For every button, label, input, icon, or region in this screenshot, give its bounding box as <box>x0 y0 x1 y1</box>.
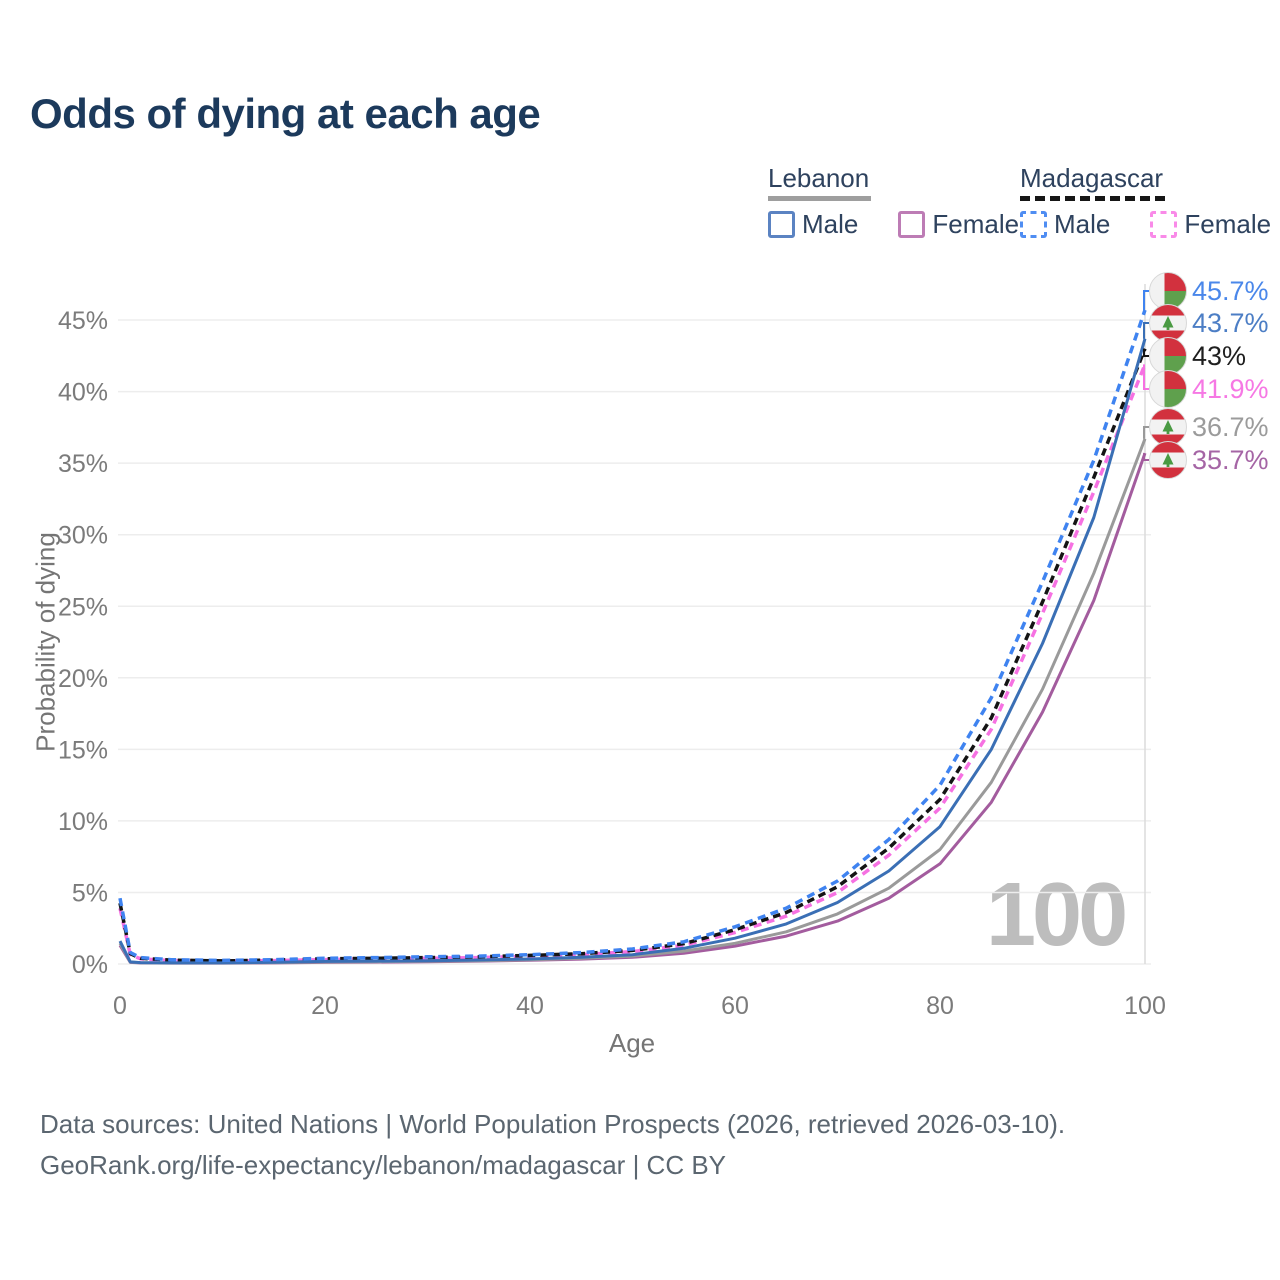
legend-header-madagascar: Madagascar <box>1020 163 1166 201</box>
legend-label-lebanon-female[interactable]: Female <box>932 209 1020 239</box>
end-label-madagascar-all: 43% <box>1192 341 1246 371</box>
footer-sources: Data sources: United Nations | World Pop… <box>40 1109 1066 1139</box>
x-tick-label-40: 40 <box>516 992 544 1020</box>
hover-age-indicator: 100 <box>986 865 1128 965</box>
legend-swatch-lebanon-female[interactable] <box>898 211 926 238</box>
cedar-tree-glyph <box>1162 316 1174 330</box>
label-connector-lebanon-female <box>1143 453 1149 461</box>
x-tick-label-60: 60 <box>721 992 749 1020</box>
x-tick-label-0: 0 <box>113 992 127 1020</box>
series-line-madagascar-female <box>118 363 1147 963</box>
series-line-madagascar-male <box>118 309 1147 963</box>
y-tick-label-5: 5% <box>72 880 108 908</box>
y-tick-label-0: 0% <box>72 951 108 979</box>
flag-icon-lebanon <box>1149 304 1187 342</box>
chart-title: Odds of dying at each age <box>30 90 541 137</box>
flag-icon-lebanon <box>1149 408 1187 446</box>
y-axis-title: Probability of dying <box>30 532 61 752</box>
legend-group-madagascar: Madagascar Male Female <box>1020 163 1271 240</box>
series-line-lebanon-female <box>118 452 1147 965</box>
y-tick-label-35: 35% <box>58 450 108 478</box>
cedar-tree-glyph <box>1162 453 1174 467</box>
x-tick-label-100: 100 <box>1124 992 1166 1020</box>
legend-label-madagascar-male[interactable]: Male <box>1054 209 1111 239</box>
y-tick-label-10: 10% <box>58 808 108 836</box>
legend-swatch-madagascar-male[interactable] <box>1020 211 1047 238</box>
legend-row-lebanon: Male Female <box>768 209 1019 240</box>
x-tick-label-20: 20 <box>311 992 339 1020</box>
legend-group-lebanon: Lebanon Male Female <box>768 163 1019 240</box>
legend-label-lebanon-male[interactable]: Male <box>802 209 859 239</box>
x-axis-title: Age <box>608 1028 656 1058</box>
y-tick-label-40: 40% <box>58 379 108 407</box>
flag-icon-lebanon <box>1149 441 1187 479</box>
y-tick-label-30: 30% <box>58 522 108 550</box>
label-connector-madagascar-female <box>1143 364 1149 390</box>
y-tick-label-45: 45% <box>58 307 108 335</box>
label-connector-madagascar-male <box>1143 290 1149 310</box>
end-label-madagascar-male: 45.7% <box>1192 276 1269 306</box>
label-connector-lebanon-male <box>1143 322 1149 339</box>
series-line-madagascar-all <box>118 348 1147 963</box>
label-connector-madagascar-all <box>1143 348 1149 357</box>
y-tick-label-15: 15% <box>58 736 108 764</box>
y-tick-label-20: 20% <box>58 665 108 693</box>
legend-row-madagascar: Male Female <box>1020 209 1271 240</box>
end-label-lebanon-all: 36.7% <box>1192 412 1269 442</box>
footer: Data sources: United Nations | World Pop… <box>40 1104 1065 1186</box>
y-tick-label-25: 25% <box>58 593 108 621</box>
end-label-lebanon-male: 43.7% <box>1192 308 1269 338</box>
legend-label-madagascar-female[interactable]: Female <box>1184 209 1272 239</box>
end-label-lebanon-female: 35.7% <box>1192 445 1269 475</box>
legend-swatch-madagascar-female[interactable] <box>1150 211 1178 238</box>
flag-icon-madagascar <box>1149 370 1187 408</box>
x-tick-label-80: 80 <box>926 992 954 1020</box>
flag-icon-madagascar <box>1149 337 1187 375</box>
label-connector-lebanon-all <box>1143 426 1149 439</box>
end-label-madagascar-female: 41.9% <box>1192 374 1269 404</box>
footer-attribution: GeoRank.org/life-expectancy/lebanon/mada… <box>40 1150 727 1180</box>
legend-swatch-lebanon-male[interactable] <box>768 211 795 238</box>
legend-header-lebanon: Lebanon <box>768 163 872 201</box>
series-line-lebanon-male <box>118 338 1147 965</box>
cedar-tree-glyph <box>1162 420 1174 434</box>
